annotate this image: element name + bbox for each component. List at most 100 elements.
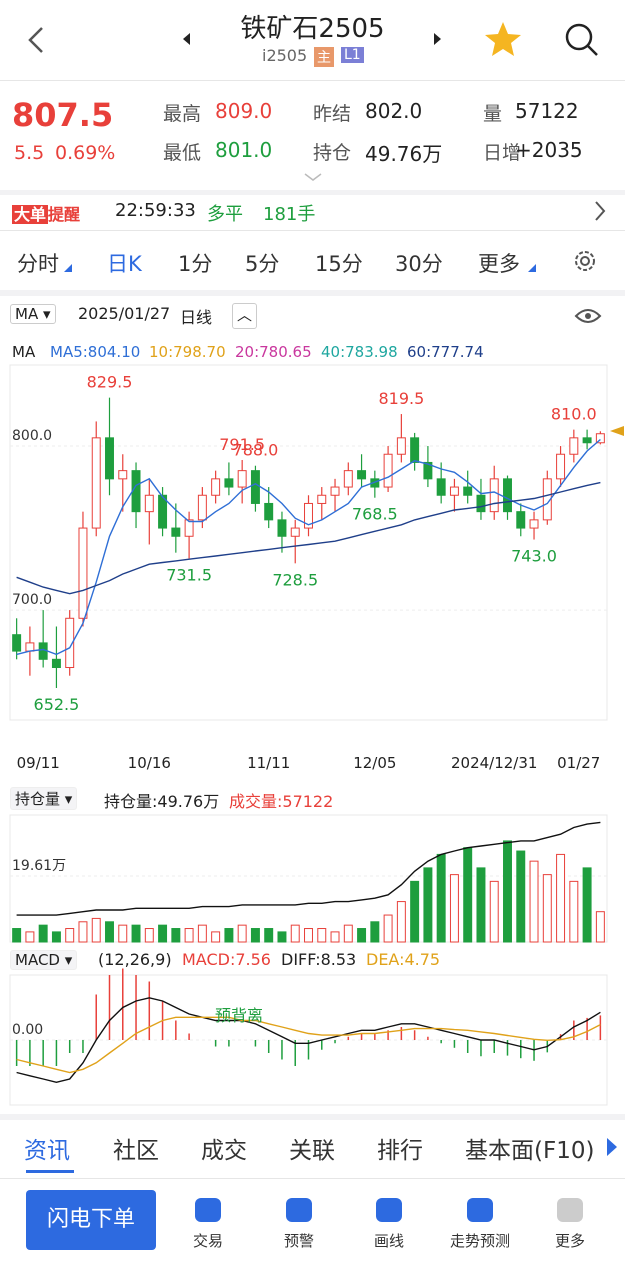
- volume-bar: [211, 931, 221, 943]
- tool-icon[interactable]: [376, 1198, 402, 1222]
- collapse-btn[interactable]: ︿: [232, 303, 258, 329]
- period-tab[interactable]: 30分: [395, 252, 443, 276]
- volume-bar: [317, 928, 327, 943]
- divider: [0, 80, 625, 81]
- candle-body: [277, 519, 287, 537]
- header-icons: [28, 22, 598, 56]
- divider: [0, 1178, 625, 1179]
- next-icon[interactable]: [434, 33, 441, 45]
- back-icon[interactable]: [28, 27, 43, 53]
- info-tab[interactable]: 社区: [113, 1138, 159, 1164]
- ma-legend-title: MA: [12, 343, 36, 361]
- candle-body: [582, 437, 592, 444]
- info-tab[interactable]: 关联: [289, 1138, 335, 1164]
- volume-bar: [290, 924, 300, 943]
- extreme-label: 810.0: [551, 405, 597, 424]
- logo-part: 大单: [12, 205, 49, 224]
- extreme-label: 652.5: [34, 695, 80, 714]
- field-value: 801.0: [215, 138, 273, 162]
- eye-icon[interactable]: [574, 306, 602, 326]
- y-tick-label: 0.00: [12, 1022, 43, 1038]
- extreme-label: 788.0: [233, 441, 279, 460]
- title: 铁矿石2505: [240, 14, 385, 44]
- candle-body: [449, 486, 459, 496]
- candle-body: [357, 470, 367, 480]
- volume-bar: [357, 928, 367, 943]
- candle-body: [105, 437, 114, 480]
- candle-body: [529, 519, 539, 529]
- code: i2505: [262, 46, 308, 65]
- ma-legend-item: 10:798.70: [149, 343, 226, 361]
- candle-body: [343, 470, 353, 488]
- search-icon[interactable]: [565, 23, 593, 51]
- field-value: 57122: [515, 99, 579, 123]
- alert-time: 22:59:33: [115, 200, 196, 221]
- indicator: MACD: [15, 951, 60, 969]
- x-tick-label: 01/27: [557, 754, 600, 772]
- tool-label[interactable]: 更多: [554, 1232, 585, 1250]
- volume-bar: [91, 917, 101, 943]
- volume-bar: [25, 931, 35, 943]
- y-tick-label: 800.0: [12, 428, 52, 444]
- volume-bar: [343, 924, 353, 943]
- candle-body: [237, 470, 247, 488]
- extreme-label: 791.5: [219, 435, 265, 454]
- tool-icon[interactable]: [467, 1198, 493, 1222]
- info-tab[interactable]: 成交: [201, 1138, 247, 1164]
- macd-legend-item: MACD:7.56: [182, 950, 271, 969]
- candle-body: [65, 617, 75, 669]
- indicator-select[interactable]: MA ▾: [10, 304, 56, 324]
- info-tab[interactable]: 基本面(F10): [465, 1138, 595, 1164]
- alert-size: 181手: [263, 204, 316, 225]
- field-value: +2035: [515, 138, 583, 162]
- chevron[interactable]: [593, 200, 607, 222]
- volume-bar: [489, 880, 499, 943]
- tool-label[interactable]: 预警: [283, 1232, 314, 1250]
- indicator: 持仓量: [15, 790, 61, 808]
- tool-icon[interactable]: [286, 1198, 312, 1222]
- candle-body: [51, 658, 61, 669]
- candle-body: [436, 478, 446, 496]
- candle-body: [503, 478, 512, 513]
- period-tab[interactable]: 日K: [107, 252, 142, 276]
- tool-label[interactable]: 走势预测: [449, 1232, 510, 1250]
- info-tab[interactable]: 资讯: [24, 1138, 70, 1164]
- alert-action: 多平: [207, 204, 243, 225]
- period-tab[interactable]: 分时: [17, 252, 59, 276]
- candle-body: [197, 494, 207, 521]
- settings-icon[interactable]: [571, 247, 599, 275]
- volume-bar: [78, 921, 88, 943]
- candle-body: [264, 502, 274, 521]
- indicator-select[interactable]: MACD ▾: [10, 950, 78, 970]
- period-tab[interactable]: 15分: [315, 252, 363, 276]
- extreme-label: 829.5: [87, 373, 133, 392]
- extreme-label: 819.5: [378, 389, 424, 408]
- ma-legend-item: 20:780.65: [235, 343, 312, 361]
- period-tab[interactable]: 1分: [178, 252, 213, 276]
- info-tab[interactable]: 排行: [377, 1138, 423, 1164]
- candle-body: [144, 494, 154, 513]
- field-value: 49.76万: [365, 142, 443, 166]
- badge: L1: [341, 47, 364, 63]
- tool-icon[interactable]: [557, 1198, 583, 1222]
- candle-body: [542, 478, 552, 521]
- volume-bar: [131, 924, 141, 943]
- star-icon[interactable]: [485, 22, 521, 56]
- tool-label[interactable]: 画线: [373, 1232, 404, 1250]
- tool-label[interactable]: 交易: [192, 1232, 223, 1250]
- tool-icon[interactable]: [195, 1198, 221, 1222]
- prev-icon[interactable]: [183, 33, 190, 45]
- candle-body: [423, 461, 433, 480]
- x-tick-label: 2024/12/31: [451, 754, 537, 772]
- expand-icon[interactable]: [303, 172, 323, 182]
- candle-body: [410, 437, 420, 463]
- period-tab[interactable]: 更多: [478, 252, 520, 276]
- period-tab[interactable]: 5分: [245, 252, 280, 276]
- candle-body: [171, 527, 181, 537]
- change-pct: 0.69%: [55, 142, 116, 164]
- more-arrow[interactable]: [606, 1137, 618, 1157]
- indicator-select[interactable]: 持仓量 ▾: [10, 787, 78, 810]
- volume-bar: [503, 840, 512, 943]
- kline-date: 2025/01/27: [78, 304, 171, 323]
- order-button[interactable]: 闪电下单: [26, 1190, 156, 1250]
